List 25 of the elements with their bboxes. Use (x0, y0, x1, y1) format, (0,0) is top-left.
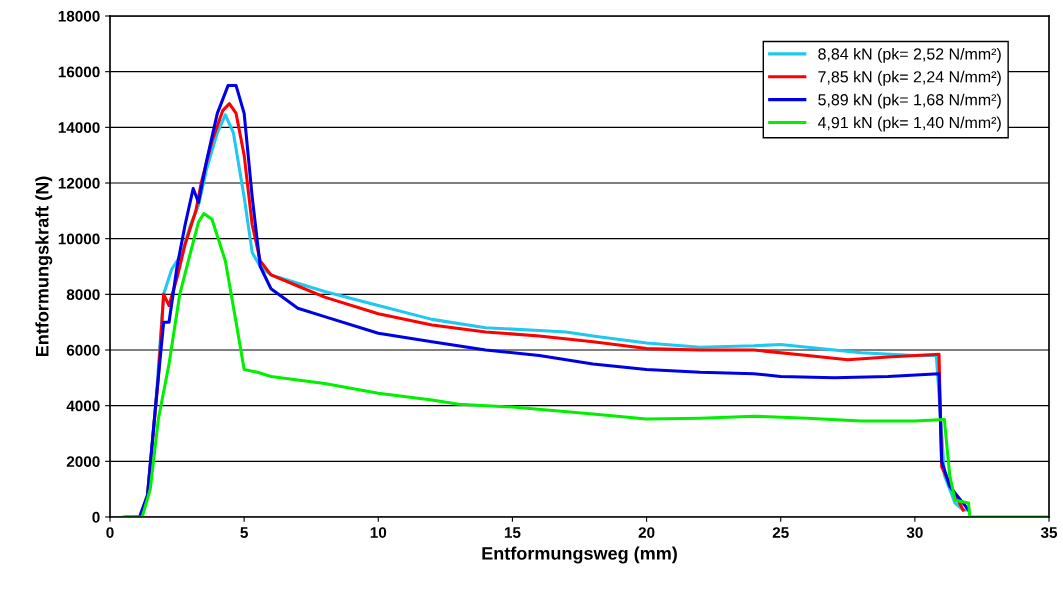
line-series (121, 212, 1049, 517)
x-tick-label: 20 (638, 527, 655, 538)
y-tick-label: 14000 (58, 122, 100, 134)
x-axis-title: Entformungsweg (mm) (482, 546, 677, 564)
y-tick-label: 18000 (58, 10, 100, 22)
legend-label: 7,85 kN (pk= 2,24 N/mm²) (818, 70, 1001, 86)
y-tick-label: 0 (92, 511, 100, 523)
y-tick-label: 6000 (66, 344, 100, 356)
x-tick-label: 5 (240, 527, 248, 538)
y-tick-label: 10000 (58, 233, 100, 245)
legend-label: 4,91 kN (pk= 1,40 N/mm²) (817, 116, 1001, 132)
y-axis-title: Entformungskraft (N) (35, 176, 53, 357)
y-tick-label: 2000 (66, 456, 100, 468)
x-tick-label: 15 (504, 527, 521, 538)
legend-label: 8,84 kN (pk= 2,52 N/mm²) (818, 47, 1001, 63)
x-tick-label: 10 (370, 527, 387, 538)
x-tick-label: 25 (772, 527, 789, 538)
x-tick-label: 30 (906, 527, 923, 538)
x-tick-label: 0 (106, 527, 114, 538)
x-tick-label: 35 (1040, 527, 1058, 538)
y-tick-label: 4000 (66, 400, 100, 412)
y-tick-label: 8000 (66, 289, 100, 301)
y-tick-label: 12000 (58, 177, 100, 189)
y-tick-label: 16000 (58, 66, 100, 78)
legend-label: 5,89 kN (pk= 1,68 N/mm²) (818, 93, 1001, 109)
